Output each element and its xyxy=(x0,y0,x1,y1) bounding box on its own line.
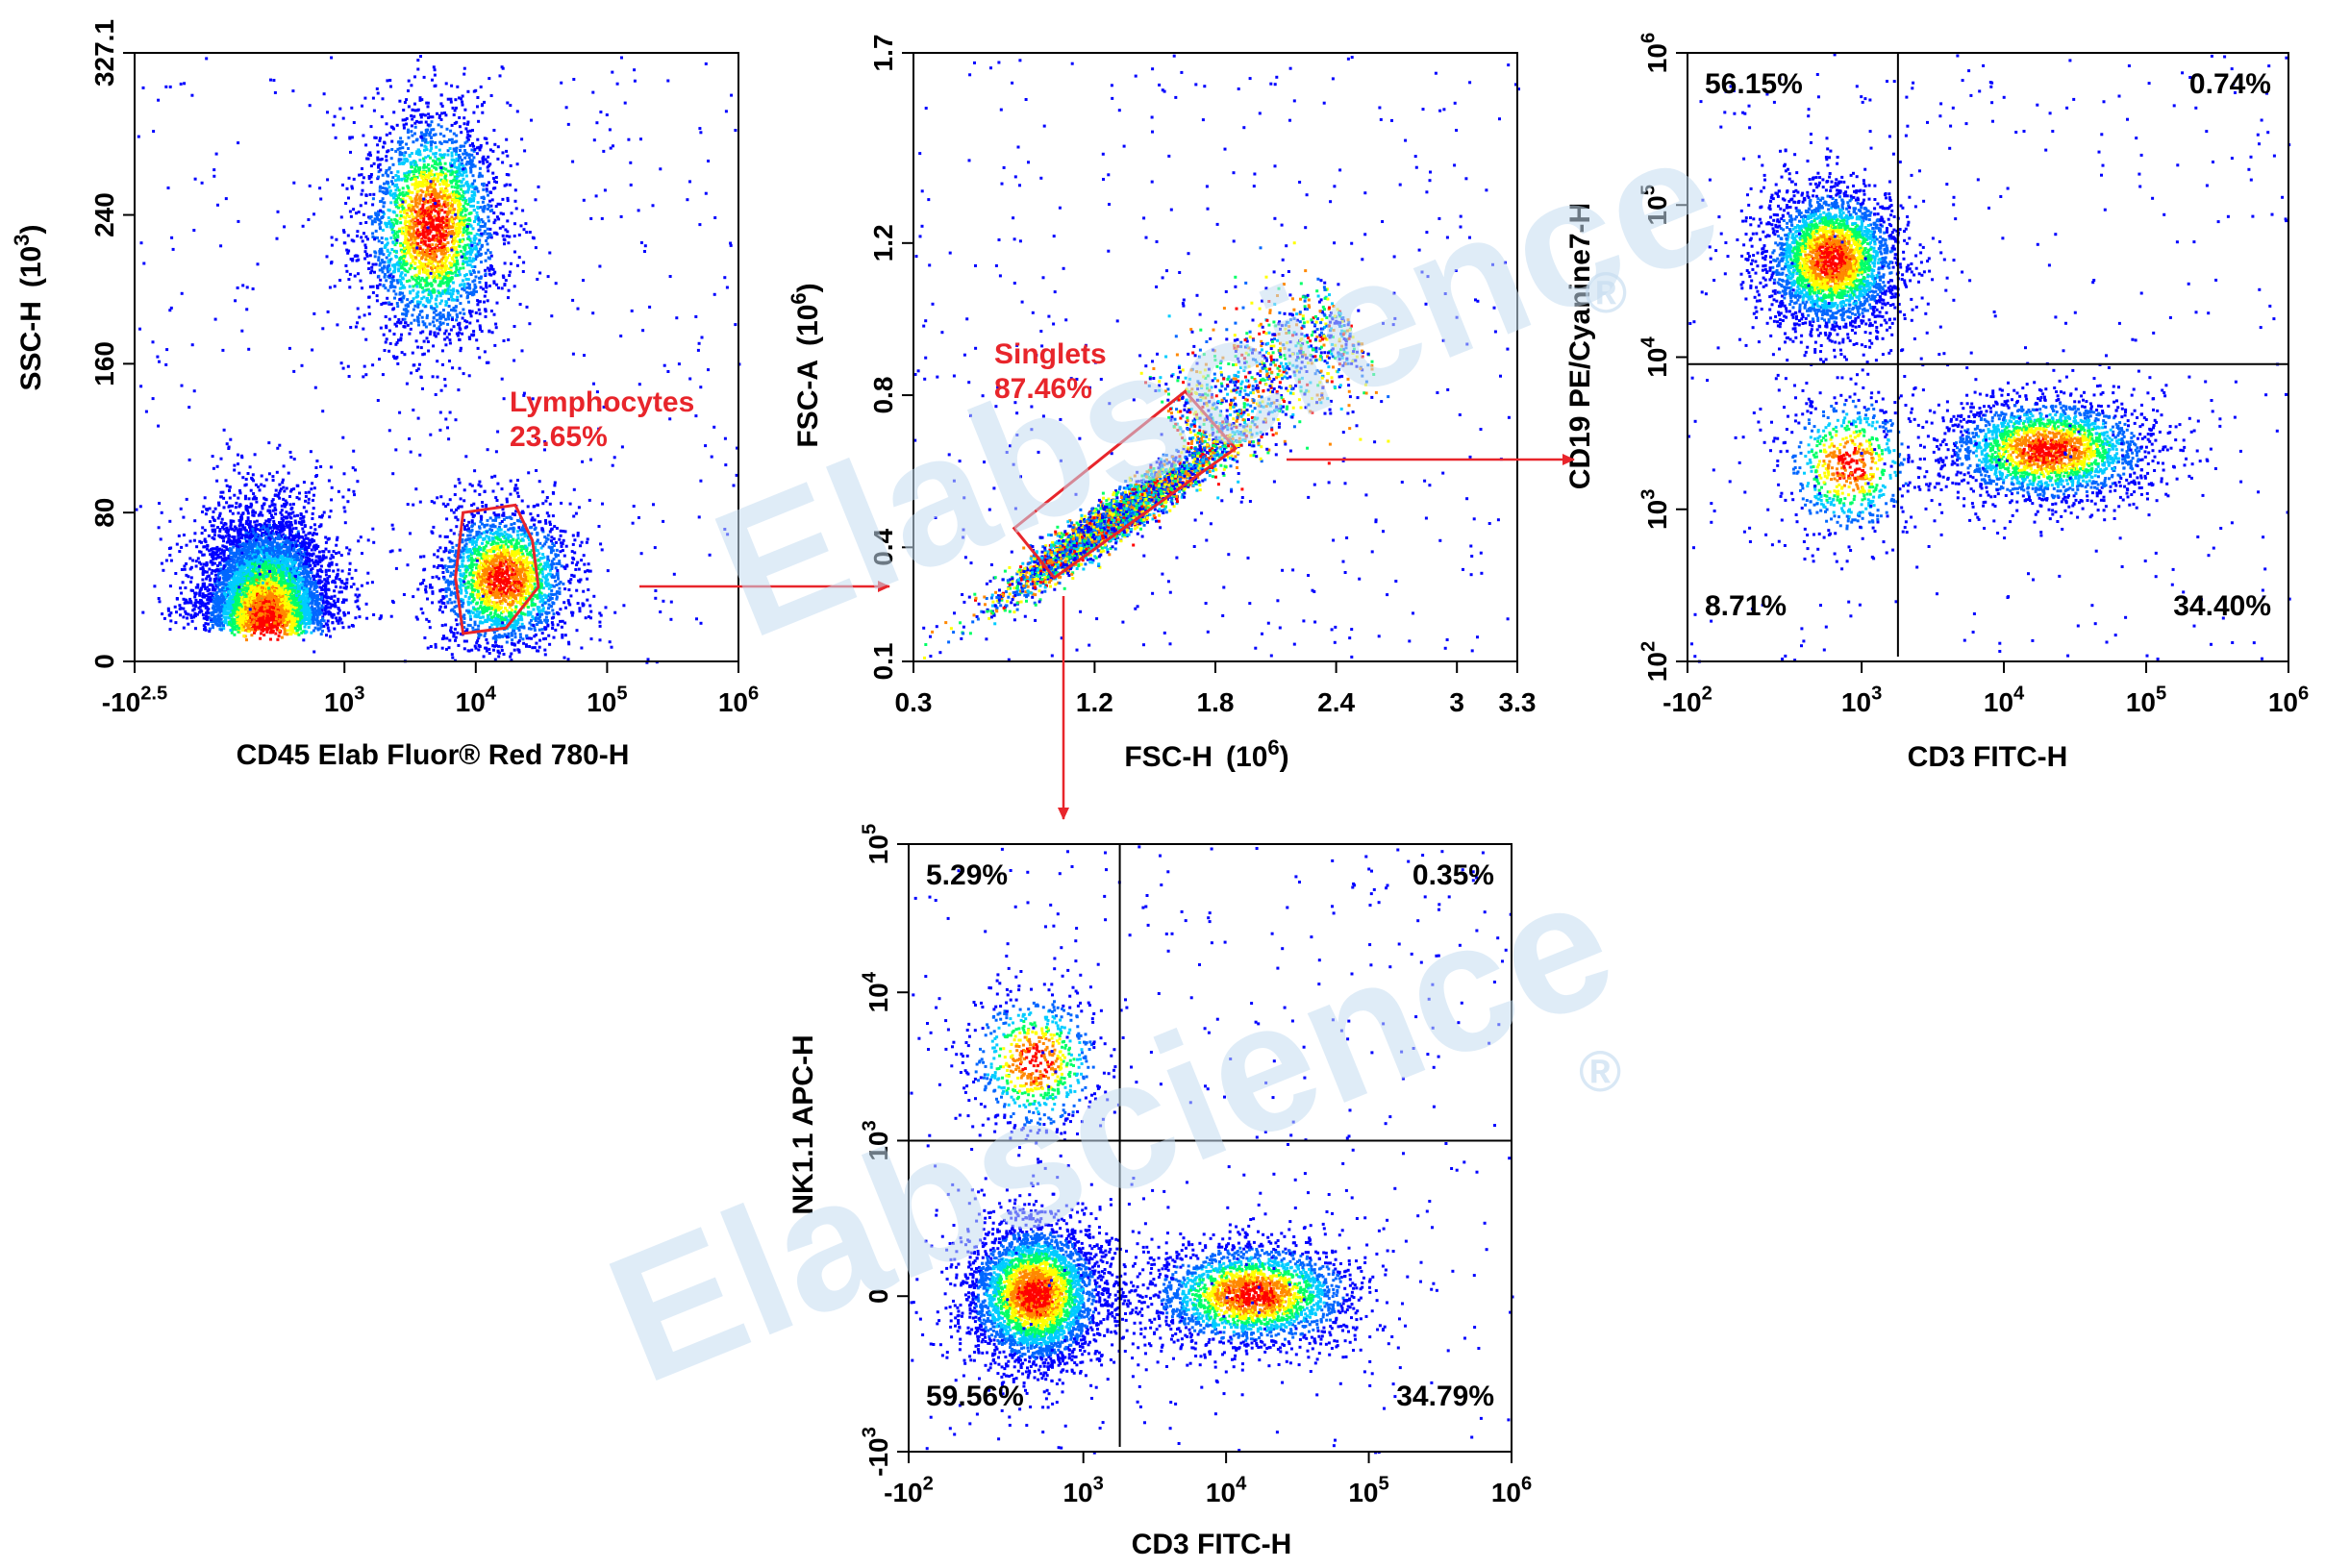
x-tick-label: 106 xyxy=(1491,1473,1532,1507)
y-axis-title: FSC-A(106) xyxy=(787,283,824,447)
scatter-noise xyxy=(1688,53,2291,663)
gating-arrows xyxy=(639,454,1575,820)
y-tick-label: 102 xyxy=(1638,641,1672,682)
y-tick-label: 327.1 xyxy=(89,19,119,87)
scatter-points xyxy=(1688,53,2291,663)
gate-percent-label: 23.65% xyxy=(510,421,608,453)
quadrant-ll-percent: 8.71% xyxy=(1705,590,1787,622)
y-tick-label: 103 xyxy=(859,1120,893,1160)
population-debris-myeloid xyxy=(138,442,394,642)
x-tick-label: 106 xyxy=(2268,683,2309,717)
watermark-text: Elabscience xyxy=(584,837,1639,1422)
y-tick-label: 106 xyxy=(1638,33,1672,73)
plot-cd3-vs-cd19: -102 103 104 105 106 102 103 104 105 106 CD3 FITC-… xyxy=(1564,33,2309,773)
population-b-cells-cd3-nk1-1- xyxy=(912,1154,1161,1419)
watermark-registered-mark: ® xyxy=(1585,261,1627,325)
y-tick-label: -103 xyxy=(859,1427,893,1477)
x-tick-label: -102 xyxy=(1662,683,1712,717)
scatter-noise xyxy=(910,845,1514,1455)
y-tick-label: 240 xyxy=(89,192,119,237)
plot-cd45-vs-ssc: -102.5 103 104 105 106 0 80 160 240 327.1 CD45 Ela… xyxy=(10,19,759,771)
x-tick-label: 104 xyxy=(456,683,497,717)
y-tick-label: 104 xyxy=(1638,336,1672,378)
x-tick-label: 0.3 xyxy=(895,687,933,717)
x-tick-label: 105 xyxy=(587,683,627,717)
y-tick-label: 0.8 xyxy=(868,377,898,414)
x-axis-ticks: 0.3 1.2 1.8 2.4 3 3.3 xyxy=(895,661,1537,717)
scatter-points xyxy=(135,55,741,664)
gate-name-label: Lymphocytes xyxy=(510,386,694,418)
y-axis-ticks: 0 80 160 240 327.1 xyxy=(89,19,135,669)
x-axis-title: CD45 Elab Fluor® Red 780-H xyxy=(237,739,630,771)
x-tick-label: -102.5 xyxy=(102,683,168,717)
x-tick-label: 106 xyxy=(718,683,759,717)
quadrant-lr-percent: 34.79% xyxy=(1396,1381,1494,1412)
y-tick-label: 1.7 xyxy=(868,35,898,72)
scatter-points xyxy=(910,845,1514,1455)
y-axis-ticks: 102 103 104 105 106 xyxy=(1638,33,1688,682)
x-axis-title: CD3 FITC-H xyxy=(1132,1529,1292,1560)
x-tick-label: 3 xyxy=(1449,687,1464,717)
gate-polygon[interactable] xyxy=(454,503,540,635)
x-tick-label: 105 xyxy=(2126,683,2166,717)
population-double-neg xyxy=(1743,348,1945,563)
quadrant-ur-percent: 0.35% xyxy=(1412,859,1494,891)
y-tick-label: 160 xyxy=(89,341,119,386)
x-tick-label: 1.2 xyxy=(1076,687,1113,717)
quadrant-ur-percent: 0.74% xyxy=(2189,68,2271,100)
x-axis-ticks: -102.5 103 104 105 106 xyxy=(102,661,759,717)
x-tick-label: 103 xyxy=(1841,683,1882,717)
plot-frame xyxy=(134,52,739,662)
y-tick-label: 0 xyxy=(863,1288,893,1304)
y-axis-ticks: 0.1 0.4 0.8 1.2 1.7 xyxy=(868,35,913,681)
gate-percent-label: 87.46% xyxy=(994,373,1092,405)
x-tick-label: 103 xyxy=(1062,1473,1103,1507)
x-axis-title: CD3 FITC-H xyxy=(1908,741,2068,773)
gate-polygon[interactable] xyxy=(1012,389,1238,581)
y-tick-label: 0.1 xyxy=(868,643,898,681)
gate-name-label: Singlets xyxy=(994,338,1107,370)
y-tick-label: 1.2 xyxy=(868,224,898,261)
y-tick-label: 80 xyxy=(89,498,119,528)
y-tick-label: 104 xyxy=(859,971,893,1012)
plot-frame xyxy=(908,843,1512,1453)
x-tick-label: 104 xyxy=(1984,683,2025,717)
watermark-registered-mark: ® xyxy=(1579,1039,1621,1104)
quadrant-lr-percent: 34.40% xyxy=(2173,590,2271,622)
y-tick-label: 103 xyxy=(1638,489,1672,530)
watermark-bottom: Elabscience xyxy=(584,837,1639,1422)
population-t-cells xyxy=(1884,338,2222,535)
x-tick-label: -102 xyxy=(884,1473,934,1507)
population-b-cells xyxy=(1704,130,1943,387)
population-granulocytes xyxy=(292,55,552,432)
y-tick-label: 105 xyxy=(1638,185,1672,225)
y-axis-title: SSC-H(103) xyxy=(10,225,47,391)
x-axis-ticks: -102 103 104 105 106 xyxy=(1662,661,2309,717)
y-axis-title: CD19 PE/Cyanine7-H xyxy=(1564,203,1596,489)
y-tick-label: 105 xyxy=(859,824,893,864)
x-tick-label: 1.8 xyxy=(1197,687,1235,717)
plot-cd3-vs-nk11: -102 103 104 105 106 -103 0 103 104 105 CD3 FITC-H… xyxy=(788,824,1532,1560)
x-tick-label: 3.3 xyxy=(1499,687,1537,717)
y-tick-label: 0.4 xyxy=(868,528,898,565)
plot-frame xyxy=(1687,52,2289,662)
x-tick-label: 104 xyxy=(1206,1473,1247,1507)
scatter-noise xyxy=(135,56,741,664)
quadrant-ul-percent: 5.29% xyxy=(926,859,1008,891)
x-axis-title: FSC-H (106) xyxy=(1124,735,1288,773)
quadrant-ul-percent: 56.15% xyxy=(1705,68,1803,100)
quadrant-ll-percent: 59.56% xyxy=(926,1381,1024,1412)
y-tick-label: 0 xyxy=(89,654,119,669)
y-axis-title: NK1.1 APC-H xyxy=(788,1034,819,1214)
scatter-noise xyxy=(913,54,1520,661)
x-tick-label: 105 xyxy=(1348,1473,1388,1507)
x-tick-label: 2.4 xyxy=(1317,687,1355,717)
x-axis-ticks: -102 103 104 105 106 xyxy=(884,1452,1532,1507)
y-axis-ticks: -103 0 103 104 105 xyxy=(859,824,909,1477)
x-tick-label: 103 xyxy=(324,683,364,717)
plot-fsc-h-vs-fsc-a: 0.3 1.2 1.8 2.4 3 3.3 0.1 0.4 0.8 1.2 1.7 FSC-H (106… xyxy=(787,35,1536,773)
